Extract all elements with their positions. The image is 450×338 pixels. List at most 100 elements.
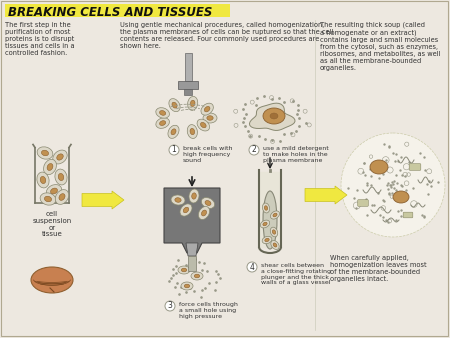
- Ellipse shape: [160, 121, 166, 125]
- Ellipse shape: [181, 282, 193, 290]
- Ellipse shape: [55, 169, 67, 185]
- Text: The resulting thick soup (called
a homogenate or an extract)
contains large and : The resulting thick soup (called a homog…: [320, 22, 441, 71]
- Ellipse shape: [55, 190, 69, 204]
- Circle shape: [169, 145, 179, 155]
- Ellipse shape: [202, 210, 207, 216]
- Text: 3: 3: [167, 301, 172, 311]
- FancyBboxPatch shape: [188, 256, 196, 271]
- Text: When carefully applied,
homogenization leaves most
of the membrane-bounded
organ: When carefully applied, homogenization l…: [330, 255, 427, 282]
- Ellipse shape: [37, 172, 49, 188]
- Ellipse shape: [205, 200, 211, 206]
- FancyBboxPatch shape: [5, 4, 230, 17]
- Text: BREAKING CELLS AND TISSUES: BREAKING CELLS AND TISSUES: [8, 6, 212, 19]
- Ellipse shape: [270, 211, 279, 219]
- Text: shear cells between
a close-fitting rotating
plunger and the thick
walls of a gl: shear cells between a close-fitting rota…: [261, 263, 331, 285]
- Ellipse shape: [40, 193, 56, 205]
- Ellipse shape: [270, 113, 278, 119]
- Ellipse shape: [271, 241, 279, 249]
- Ellipse shape: [57, 154, 63, 160]
- Text: 2: 2: [252, 145, 256, 154]
- Ellipse shape: [260, 220, 270, 228]
- FancyBboxPatch shape: [403, 212, 413, 218]
- Ellipse shape: [263, 222, 267, 226]
- Circle shape: [165, 301, 175, 311]
- Ellipse shape: [265, 206, 268, 210]
- Ellipse shape: [188, 96, 198, 110]
- Ellipse shape: [207, 116, 213, 120]
- Ellipse shape: [272, 230, 276, 234]
- Text: 1: 1: [171, 145, 176, 154]
- Ellipse shape: [46, 185, 62, 197]
- Ellipse shape: [273, 243, 277, 247]
- Ellipse shape: [192, 193, 196, 199]
- FancyArrow shape: [82, 191, 124, 209]
- Ellipse shape: [168, 125, 179, 138]
- FancyArrow shape: [305, 186, 347, 204]
- Ellipse shape: [47, 164, 53, 170]
- Circle shape: [249, 145, 259, 155]
- Ellipse shape: [262, 203, 270, 213]
- Ellipse shape: [370, 160, 388, 174]
- Text: break cells with
high frequency
sound: break cells with high frequency sound: [183, 146, 233, 163]
- Ellipse shape: [201, 197, 215, 209]
- Ellipse shape: [201, 103, 213, 115]
- Circle shape: [341, 133, 445, 237]
- Polygon shape: [260, 172, 280, 247]
- Polygon shape: [186, 243, 198, 256]
- FancyBboxPatch shape: [184, 89, 192, 95]
- Ellipse shape: [40, 176, 46, 184]
- FancyBboxPatch shape: [358, 200, 368, 206]
- Ellipse shape: [393, 191, 409, 203]
- Ellipse shape: [59, 194, 65, 200]
- Text: force cells through
a small hole using
high pressure: force cells through a small hole using h…: [179, 302, 238, 319]
- FancyBboxPatch shape: [409, 164, 421, 170]
- Ellipse shape: [190, 100, 195, 106]
- Ellipse shape: [41, 150, 49, 156]
- FancyBboxPatch shape: [184, 53, 192, 81]
- Ellipse shape: [183, 207, 189, 213]
- Ellipse shape: [273, 213, 277, 217]
- Text: 4: 4: [250, 263, 254, 271]
- Ellipse shape: [44, 160, 56, 175]
- Ellipse shape: [175, 198, 181, 202]
- Text: cell
suspension
or
tissue: cell suspension or tissue: [32, 211, 72, 238]
- Ellipse shape: [169, 99, 180, 112]
- Ellipse shape: [265, 238, 269, 242]
- Ellipse shape: [263, 191, 277, 249]
- Text: Using gentle mechanical procedures, called homogenization,
the plasma membranes : Using gentle mechanical procedures, call…: [120, 22, 333, 49]
- Ellipse shape: [190, 128, 195, 135]
- Polygon shape: [249, 103, 295, 130]
- Ellipse shape: [198, 207, 210, 219]
- Ellipse shape: [262, 236, 272, 244]
- Ellipse shape: [171, 195, 185, 205]
- Ellipse shape: [58, 173, 64, 180]
- Ellipse shape: [45, 196, 52, 202]
- Ellipse shape: [203, 113, 217, 123]
- Ellipse shape: [270, 227, 278, 237]
- Ellipse shape: [178, 266, 190, 274]
- Ellipse shape: [189, 189, 199, 203]
- FancyBboxPatch shape: [178, 81, 198, 89]
- Ellipse shape: [187, 125, 198, 139]
- Circle shape: [247, 262, 257, 272]
- Text: use a mild detergent
to make holes in the
plasma membrane: use a mild detergent to make holes in th…: [263, 146, 329, 163]
- Ellipse shape: [31, 267, 73, 293]
- Ellipse shape: [204, 106, 210, 112]
- Ellipse shape: [50, 188, 58, 194]
- Ellipse shape: [191, 272, 203, 280]
- Ellipse shape: [156, 118, 169, 128]
- Polygon shape: [164, 188, 220, 253]
- Ellipse shape: [181, 268, 187, 272]
- Ellipse shape: [263, 108, 285, 124]
- Ellipse shape: [184, 284, 190, 288]
- Ellipse shape: [172, 102, 177, 108]
- Ellipse shape: [171, 129, 176, 135]
- Ellipse shape: [194, 274, 200, 278]
- Ellipse shape: [160, 111, 166, 115]
- Ellipse shape: [180, 204, 192, 216]
- Ellipse shape: [201, 122, 206, 128]
- Text: The first step in the
purification of most
proteins is to disrupt
tissues and ce: The first step in the purification of mo…: [5, 22, 75, 56]
- Ellipse shape: [197, 119, 210, 131]
- Ellipse shape: [37, 147, 53, 159]
- Ellipse shape: [156, 108, 170, 118]
